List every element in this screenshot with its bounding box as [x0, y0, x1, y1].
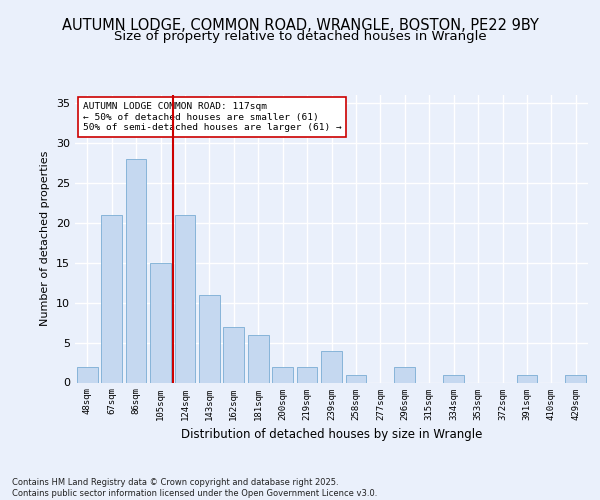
Bar	[321, 350, 342, 382]
Y-axis label: Number of detached properties: Number of detached properties	[40, 151, 50, 326]
Bar	[296, 366, 317, 382]
Bar	[517, 374, 538, 382]
Bar	[223, 326, 244, 382]
Bar	[125, 159, 146, 382]
Text: Size of property relative to detached houses in Wrangle: Size of property relative to detached ho…	[113, 30, 487, 43]
Bar	[175, 215, 196, 382]
Bar	[248, 334, 269, 382]
Bar	[199, 294, 220, 382]
Bar	[394, 366, 415, 382]
X-axis label: Distribution of detached houses by size in Wrangle: Distribution of detached houses by size …	[181, 428, 482, 441]
Bar	[565, 374, 586, 382]
Text: Contains HM Land Registry data © Crown copyright and database right 2025.
Contai: Contains HM Land Registry data © Crown c…	[12, 478, 377, 498]
Bar	[150, 262, 171, 382]
Bar	[272, 366, 293, 382]
Text: AUTUMN LODGE COMMON ROAD: 117sqm
← 50% of detached houses are smaller (61)
50% o: AUTUMN LODGE COMMON ROAD: 117sqm ← 50% o…	[83, 102, 341, 132]
Bar	[77, 366, 98, 382]
Text: AUTUMN LODGE, COMMON ROAD, WRANGLE, BOSTON, PE22 9BY: AUTUMN LODGE, COMMON ROAD, WRANGLE, BOST…	[62, 18, 538, 32]
Bar	[101, 215, 122, 382]
Bar	[346, 374, 367, 382]
Bar	[443, 374, 464, 382]
